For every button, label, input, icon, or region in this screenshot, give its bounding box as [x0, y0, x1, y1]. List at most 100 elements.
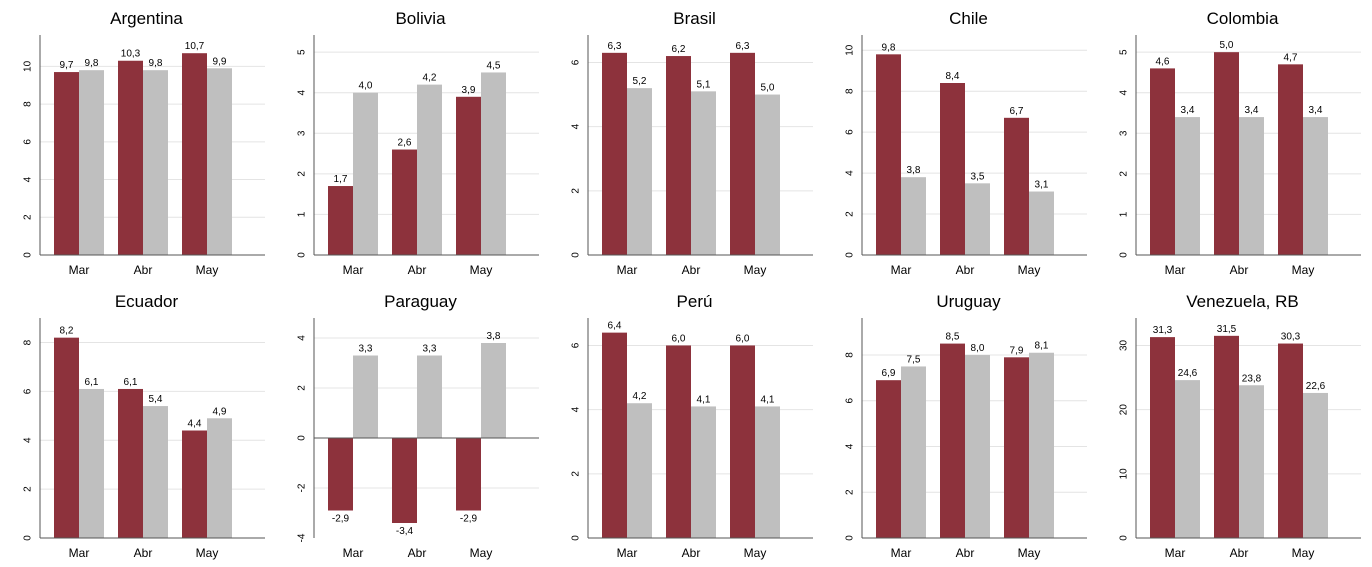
bar	[118, 60, 143, 256]
data-label: -2,9	[332, 514, 350, 525]
bar	[755, 94, 780, 255]
data-label: 4,0	[359, 81, 373, 92]
x-tick-label: Abr	[134, 546, 153, 560]
bar	[328, 186, 353, 255]
bar	[1278, 64, 1303, 255]
bar	[602, 52, 627, 256]
bar	[627, 88, 652, 255]
data-label: 4,9	[213, 406, 227, 417]
bar	[1239, 385, 1264, 538]
data-label: 3,9	[462, 85, 476, 96]
y-tick-label: 8	[845, 352, 856, 358]
data-label: 3,4	[1245, 105, 1259, 116]
data-label: 9,8	[149, 58, 163, 69]
data-label: 4,1	[761, 394, 775, 405]
y-tick-label: 0	[23, 252, 34, 258]
x-tick-label: May	[744, 263, 767, 277]
y-tick-label: 6	[571, 342, 582, 348]
x-tick-label: Mar	[617, 546, 638, 560]
x-tick-label: Mar	[1165, 546, 1186, 560]
y-tick-label: 4	[571, 123, 582, 129]
y-tick-label: 6	[23, 139, 34, 145]
chart-title: Ecuador	[115, 292, 179, 311]
bar	[481, 343, 506, 438]
chart-panel: Paraguay -4 -2 0 2 4 -2,9 -3,4 -2,9 3,3 3,3 3,8 Mar A…	[297, 292, 539, 560]
bar	[1004, 117, 1029, 255]
chart-panel: Chile 0 2 4 6 8 10 9,8 8,4 6,7 3,8 3,5 3,1 Mar Abr May	[845, 9, 1087, 277]
bar	[1004, 357, 1029, 538]
bar	[876, 54, 901, 256]
x-tick-label: May	[196, 263, 219, 277]
data-label: 22,6	[1306, 381, 1326, 392]
data-label: 6,0	[672, 333, 686, 344]
chart-title: Colombia	[1207, 9, 1279, 28]
chart-title: Brasil	[673, 9, 716, 28]
data-label: 8,4	[946, 71, 960, 82]
bar	[666, 56, 691, 256]
y-tick-label: 0	[571, 535, 582, 541]
bar	[207, 68, 232, 255]
y-tick-label: 5	[1119, 49, 1130, 55]
y-tick-label: 2	[23, 214, 34, 220]
y-tick-label: 4	[1119, 90, 1130, 96]
x-tick-label: May	[1292, 263, 1315, 277]
data-label: 9,9	[213, 56, 227, 67]
y-tick-label: 6	[23, 388, 34, 394]
data-label: -3,4	[396, 526, 414, 537]
bar	[1150, 337, 1175, 538]
bar	[54, 72, 79, 255]
data-label: 5,0	[761, 83, 775, 94]
y-tick-label: 20	[1119, 404, 1130, 416]
y-tick-label: 2	[297, 171, 308, 177]
bar	[666, 345, 691, 538]
x-tick-label: Mar	[343, 263, 364, 277]
bar	[1303, 117, 1328, 255]
y-tick-label: 0	[297, 252, 308, 258]
chart-title: Uruguay	[936, 292, 1001, 311]
chart-panel: Bolivia 0 1 2 3 4 5 1,7 2,6 3,9 4,0 4,2 4,5 Mar Abr May	[297, 9, 539, 277]
y-tick-label: 4	[23, 437, 34, 443]
bar	[417, 84, 442, 255]
bar	[182, 430, 207, 538]
x-tick-label: Mar	[617, 263, 638, 277]
y-tick-label: 8	[845, 88, 856, 94]
y-tick-label: 3	[1119, 130, 1130, 136]
y-tick-label: -2	[297, 483, 308, 492]
data-label: 31,3	[1153, 325, 1173, 336]
bar	[79, 388, 104, 538]
bar	[730, 52, 755, 256]
data-label: 7,5	[907, 354, 921, 365]
bar	[1150, 68, 1175, 255]
bar	[691, 91, 716, 255]
data-label: 3,3	[359, 344, 373, 355]
data-label: 4,4	[188, 419, 202, 430]
chart-title: Paraguay	[384, 292, 457, 311]
y-tick-label: -4	[297, 533, 308, 542]
y-tick-label: 4	[23, 176, 34, 182]
bar	[1214, 335, 1239, 538]
data-label: 4,2	[633, 391, 647, 402]
y-tick-label: 6	[845, 129, 856, 135]
bar	[392, 438, 417, 523]
data-label: 6,1	[85, 377, 99, 388]
y-tick-label: 4	[845, 443, 856, 449]
data-label: 4,5	[487, 60, 501, 71]
x-tick-label: May	[1018, 263, 1041, 277]
x-tick-label: Abr	[408, 546, 427, 560]
data-label: 30,3	[1281, 332, 1301, 343]
y-tick-label: 1	[297, 211, 308, 217]
data-label: 6,7	[1010, 106, 1024, 117]
bar	[940, 83, 965, 255]
y-tick-label: 6	[845, 398, 856, 404]
y-tick-label: 4	[845, 170, 856, 176]
data-label: 9,7	[60, 60, 74, 71]
data-label: 6,3	[608, 41, 622, 52]
y-tick-label: 2	[1119, 171, 1130, 177]
data-label: 23,8	[1242, 373, 1262, 384]
x-tick-label: Mar	[1165, 263, 1186, 277]
bar	[143, 70, 168, 255]
y-tick-label: 2	[845, 489, 856, 495]
chart-title: Venezuela, RB	[1186, 292, 1298, 311]
bar	[79, 70, 104, 255]
